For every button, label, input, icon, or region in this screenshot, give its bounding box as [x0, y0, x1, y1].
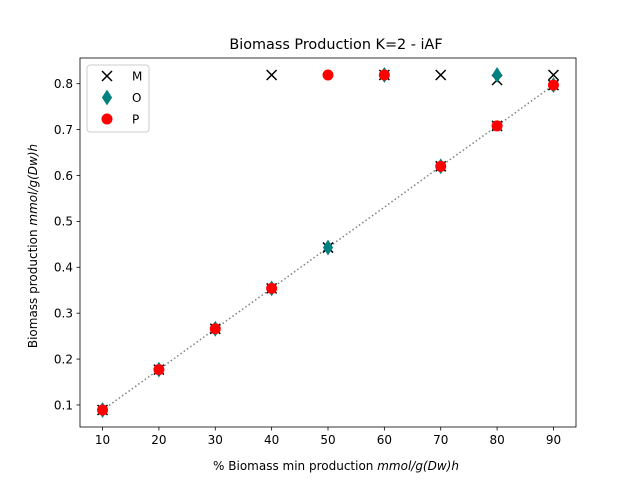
- y-tick-label: 0.2: [54, 352, 73, 366]
- legend-marker-o: [101, 89, 113, 106]
- data-point-p-3: [266, 282, 278, 294]
- y-tick-label: 0.3: [54, 306, 73, 320]
- data-point-o-4: [322, 239, 334, 256]
- x-tick-label: 90: [546, 433, 561, 447]
- data-point-p-6: [435, 160, 447, 172]
- x-tick-label: 10: [95, 433, 110, 447]
- data-point-p-2: [209, 323, 221, 335]
- x-tick-label: 60: [377, 433, 392, 447]
- y-axis-label: Biomass production mmol/g(Dw)h: [26, 144, 40, 348]
- y-tick-label: 0.6: [54, 169, 73, 183]
- x-tick-label: 50: [320, 433, 335, 447]
- x-axis-label-text: % Biomass min production: [213, 459, 377, 473]
- data-point-m-8: [266, 69, 278, 81]
- x-tick-label: 80: [489, 433, 504, 447]
- x-axis-label: % Biomass min production mmol/g(Dw)h: [213, 459, 459, 473]
- y-axis-label-text: Biomass production: [26, 226, 40, 349]
- legend-label-o: O: [132, 91, 141, 105]
- legend-marker-m-stroke-b: [101, 70, 113, 82]
- data-point-o-7: [491, 67, 503, 83]
- data-point-p-4: [322, 69, 334, 81]
- legend-label-p: P: [132, 112, 139, 126]
- x-tick-label: 70: [433, 433, 448, 447]
- y-tick-label: 0.1: [54, 398, 73, 412]
- legend-marker-m: [101, 70, 113, 82]
- data-point-m-10-stroke-b: [435, 69, 447, 81]
- axis-ticks: 10 20 30 40 50 60 70 80 90 0.1 0.2 0.3 0.4 0.5 0.6 0.7 0…: [54, 77, 561, 447]
- x-axis-label-units: mmol/g(Dw)h: [377, 459, 459, 473]
- series-p: [97, 69, 559, 416]
- data-point-m-10: [435, 69, 447, 81]
- plot-area: [79, 57, 577, 428]
- y-tick-label: 0.8: [54, 77, 73, 91]
- legend: MOP: [86, 64, 150, 133]
- y-tick-label: 0.7: [54, 123, 73, 137]
- reference-line: [102, 84, 554, 411]
- data-point-p-0: [97, 404, 109, 416]
- data-point-p-7: [491, 120, 503, 132]
- data-point-p-8: [547, 79, 559, 91]
- data-point-p-5: [378, 69, 390, 81]
- legend-label-m: M: [132, 69, 142, 83]
- data-point-m-12-stroke-b: [547, 69, 559, 81]
- y-tick-label: 0.5: [54, 215, 73, 229]
- y-tick-label: 0.4: [54, 261, 73, 275]
- legend-box: [86, 64, 150, 133]
- x-tick-label: 20: [151, 433, 166, 447]
- x-tick-label: 40: [264, 433, 279, 447]
- data-point-m-12: [547, 69, 559, 81]
- data-point-m-8-stroke-b: [266, 69, 278, 81]
- y-axis-label-units: mmol/g(Dw)h: [26, 144, 40, 226]
- data-point-p-1: [153, 364, 165, 376]
- x-tick-label: 30: [208, 433, 223, 447]
- legend-marker-p: [101, 113, 113, 125]
- chart-title: Biomass Production K=2 - iAF: [229, 37, 442, 53]
